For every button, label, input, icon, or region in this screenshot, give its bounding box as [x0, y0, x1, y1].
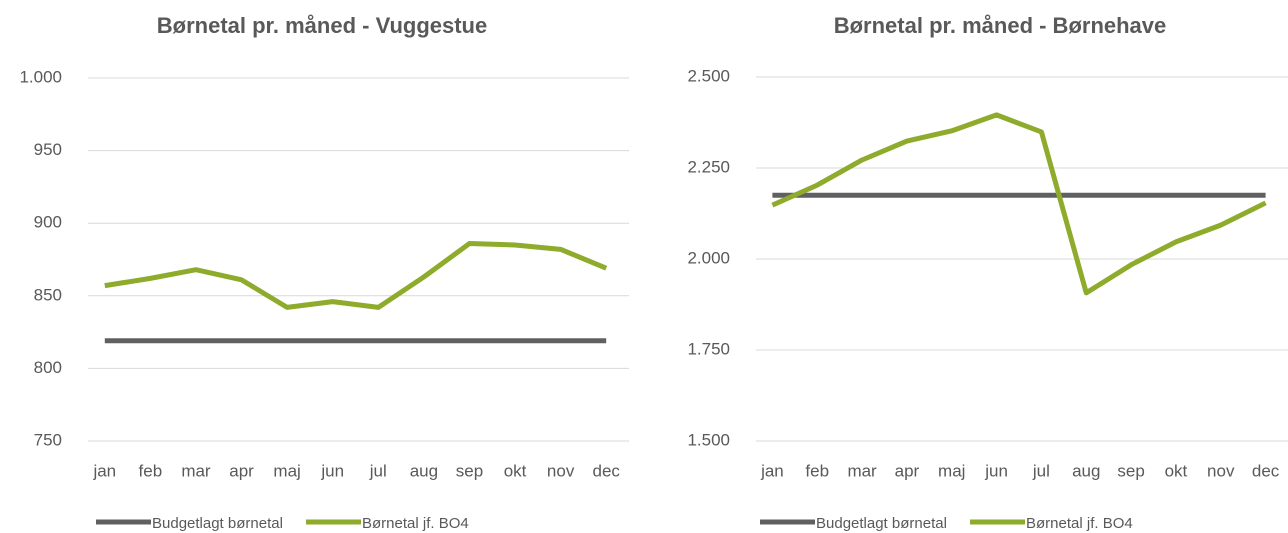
- line-series: [104, 241, 608, 310]
- x-tick-label: feb: [805, 461, 829, 480]
- x-tick-label: aug: [410, 461, 438, 480]
- x-tick-label: dec: [592, 461, 620, 480]
- x-tick-label: jul: [369, 461, 387, 480]
- y-tick-label: 900: [34, 213, 62, 232]
- x-tick-label: apr: [229, 461, 254, 480]
- legend-label: Budgetlagt børnetal: [152, 515, 283, 532]
- x-tick-label: sep: [456, 461, 483, 480]
- y-tick-label: 1.750: [687, 339, 730, 358]
- y-tick-label: 750: [34, 430, 62, 449]
- x-tick-label: sep: [1117, 461, 1144, 480]
- x-tick-label: maj: [938, 461, 965, 480]
- y-tick-label: 850: [34, 285, 62, 304]
- x-tick-label: jul: [1032, 461, 1050, 480]
- y-tick-label: 1.500: [687, 430, 730, 449]
- x-tick-label: jan: [92, 461, 116, 480]
- legend-label: Børnetal jf. BO4: [362, 515, 469, 532]
- x-tick-label: nov: [547, 461, 575, 480]
- x-tick-label: jan: [760, 461, 784, 480]
- y-tick-label: 800: [34, 358, 62, 377]
- y-tick-label: 1.000: [19, 67, 62, 86]
- chart-title: Børnetal pr. måned - Børnehave: [834, 13, 1167, 38]
- x-tick-label: jun: [984, 461, 1008, 480]
- x-tick-label: okt: [504, 461, 527, 480]
- x-tick-label: maj: [273, 461, 300, 480]
- x-tick-label: aug: [1072, 461, 1100, 480]
- chart-title: Børnetal pr. måned - Vuggestue: [157, 13, 487, 38]
- y-tick-label: 950: [34, 140, 62, 159]
- x-tick-label: nov: [1207, 461, 1235, 480]
- x-tick-label: mar: [181, 461, 211, 480]
- x-tick-label: dec: [1252, 461, 1280, 480]
- legend-label: Børnetal jf. BO4: [1026, 515, 1133, 532]
- y-tick-label: 2.250: [687, 157, 730, 176]
- x-tick-label: feb: [139, 461, 163, 480]
- y-tick-label: 2.000: [687, 248, 730, 267]
- legend-label: Budgetlagt børnetal: [816, 515, 947, 532]
- y-tick-label: 2.500: [687, 66, 730, 85]
- x-tick-label: jun: [320, 461, 344, 480]
- x-tick-label: okt: [1165, 461, 1188, 480]
- x-tick-label: mar: [847, 461, 877, 480]
- x-tick-label: apr: [895, 461, 920, 480]
- line-series: [771, 112, 1267, 296]
